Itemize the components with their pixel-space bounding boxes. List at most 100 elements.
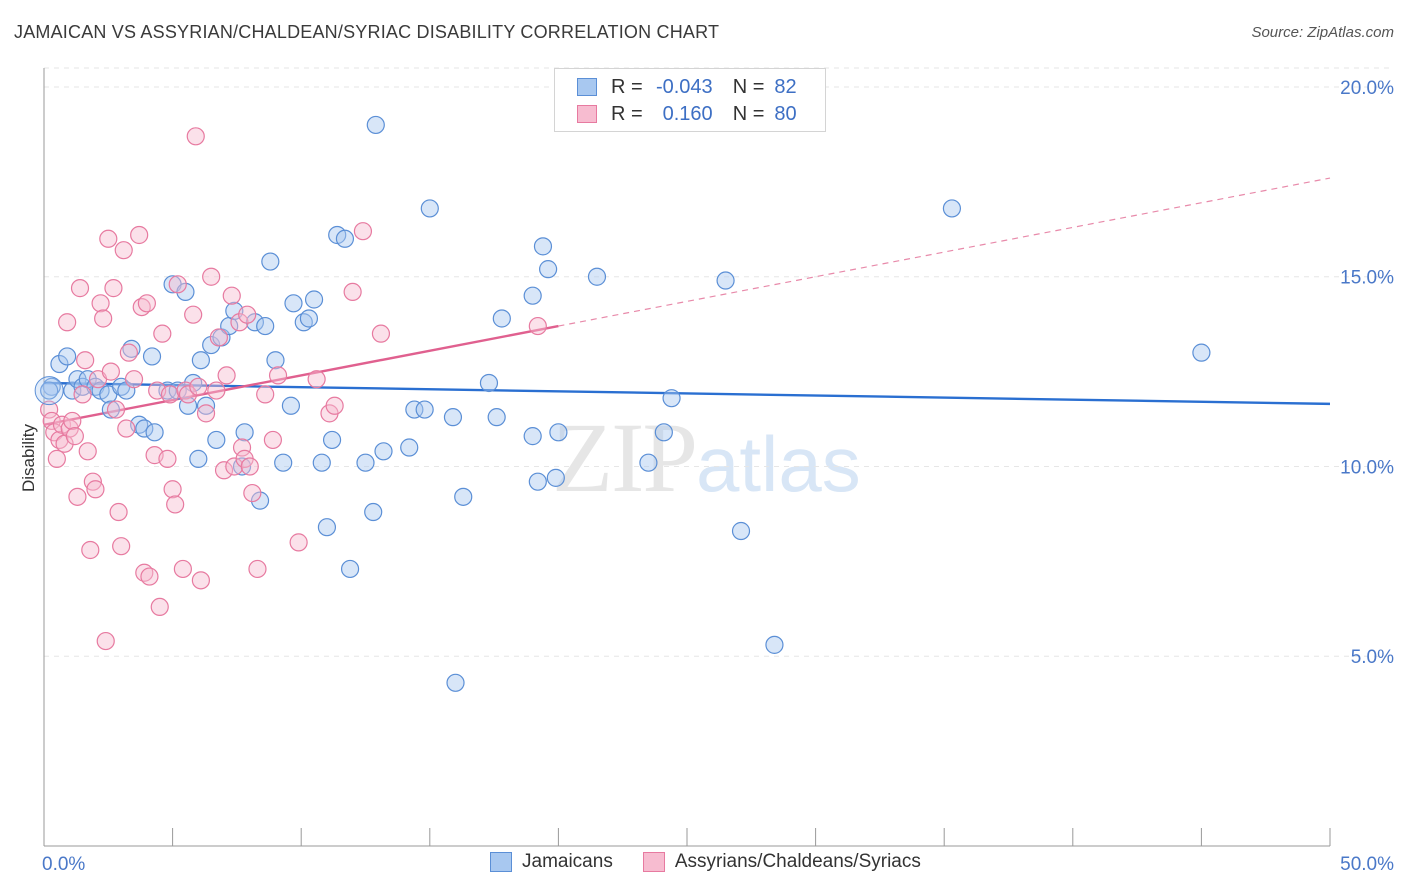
watermark-zip: ZIP	[552, 402, 698, 513]
legend-n-value: 82	[774, 75, 797, 98]
jamaican-point	[420, 199, 439, 218]
jamaican-point	[546, 468, 565, 487]
jamaican-point	[189, 449, 208, 468]
assyrian-point	[353, 222, 373, 241]
assyrian-point	[207, 381, 226, 400]
assyrian-point	[104, 279, 123, 298]
jamaican-point	[304, 290, 324, 309]
assyrian-point	[248, 559, 267, 579]
grid-lines	[44, 67, 1392, 657]
series-legend: Jamaicans Assyrians/Chaldeans/Syriacs	[490, 851, 951, 873]
jamaican-point	[281, 396, 301, 415]
jamaican-point	[549, 423, 568, 442]
assyrian-point	[42, 411, 61, 431]
jamaican-point	[299, 309, 319, 328]
legend-label-assyrians: Assyrians/Chaldeans/Syriacs	[674, 851, 921, 872]
jamaican-point	[356, 453, 375, 472]
jamaican-point	[266, 351, 285, 370]
assyrian-point	[240, 457, 259, 476]
jamaican-point	[274, 453, 293, 472]
legend-label-jamaicans: Jamaicans	[522, 851, 613, 872]
jamaican-point	[366, 115, 385, 135]
assyrian-point	[238, 305, 257, 324]
assyrian-point	[232, 438, 252, 457]
assyrian-point	[68, 487, 87, 506]
trend-lines	[43, 177, 1331, 426]
jamaican-point	[454, 487, 473, 506]
watermark: ZIPatlas	[552, 400, 861, 515]
jamaican-point	[364, 502, 383, 522]
assyrian-point	[189, 377, 208, 396]
assyrian-point	[289, 533, 308, 552]
assyrian-point	[63, 411, 82, 431]
jamaican-point	[256, 316, 275, 336]
assyrian-point	[109, 502, 128, 522]
legend-r-label: R =	[611, 102, 643, 125]
assyrian-point	[371, 324, 391, 343]
assyrian-point	[124, 370, 144, 389]
trend-line-jamaicans	[43, 381, 1331, 406]
assyrian-point	[158, 449, 177, 468]
assyrian-point	[191, 571, 210, 590]
assyrian-point	[225, 457, 244, 476]
legend-r-value: 0.160	[662, 102, 713, 125]
jamaican-point	[335, 229, 355, 248]
jamaican-point	[446, 673, 465, 692]
correlation-legend: R = -0.043 N = 82 R = 0.160 N = 80	[554, 68, 826, 132]
chart-title: JAMAICAN VS ASSYRIAN/CHALDEAN/SYRIAC DIS…	[14, 22, 720, 42]
axes	[43, 68, 1331, 847]
jamaican-point	[639, 453, 658, 472]
assyrian-point	[140, 567, 159, 586]
assyrian-point	[230, 313, 249, 332]
assyrian-point	[173, 559, 192, 579]
legend-n-value: 80	[774, 102, 797, 125]
jamaican-point	[405, 400, 424, 419]
jamaican-point	[340, 559, 360, 579]
assyrian-point	[117, 419, 136, 438]
assyrian-point	[178, 385, 198, 404]
jamaican-point	[942, 199, 962, 218]
legend-n-label: N =	[732, 75, 765, 98]
legend-r-value: -0.043	[655, 75, 713, 98]
jamaican-point	[250, 491, 270, 510]
jamaican-point	[479, 373, 499, 393]
legend-swatch-pink	[577, 105, 597, 123]
jamaican-point	[235, 423, 254, 442]
assyrian-point	[209, 328, 228, 347]
assyrian-point	[58, 313, 77, 332]
assyrian-point	[222, 286, 241, 305]
jamaican-point	[191, 351, 210, 370]
legend-n-label: N =	[732, 102, 765, 125]
assyrian-point	[130, 225, 149, 245]
jamaican-point	[312, 453, 331, 472]
jamaican-point	[539, 260, 558, 279]
jamaican-point	[202, 335, 221, 355]
tick-labels: 5.0% 10.0% 15.0% 20.0% 0.0% 50.0%	[42, 78, 1394, 875]
legend-swatch-blue	[490, 852, 512, 872]
assyrian-point	[268, 366, 288, 385]
jamaican-point	[207, 430, 226, 450]
jamaican-point	[101, 400, 120, 419]
legend-row-jamaicans: R = -0.043 N = 82	[577, 75, 797, 99]
jamaican-point	[654, 423, 673, 442]
jamaican-point	[135, 419, 154, 438]
y-tick-label: 10.0%	[1340, 457, 1394, 478]
assyrian-point	[96, 631, 115, 651]
legend-swatch-pink	[642, 852, 665, 872]
jamaican-point	[196, 396, 216, 415]
jamaican-point	[145, 423, 164, 442]
trend-line-dashed	[558, 177, 1331, 327]
x-tick-label: 50.0%	[1340, 854, 1394, 875]
assyrian-point	[343, 282, 362, 302]
assyrian-point	[137, 294, 156, 313]
assyrian-point	[163, 480, 182, 499]
legend-swatch-blue	[577, 78, 597, 96]
data-points	[34, 115, 1211, 692]
legend-row-assyrians: R = 0.160 N = 80	[577, 102, 797, 126]
jamaican-point	[261, 252, 280, 271]
jamaican-point	[176, 282, 195, 302]
assyrian-point	[73, 385, 92, 404]
watermark-atlas: atlas	[696, 420, 861, 508]
jamaican-point	[245, 313, 265, 332]
assyrian-point	[307, 370, 326, 389]
